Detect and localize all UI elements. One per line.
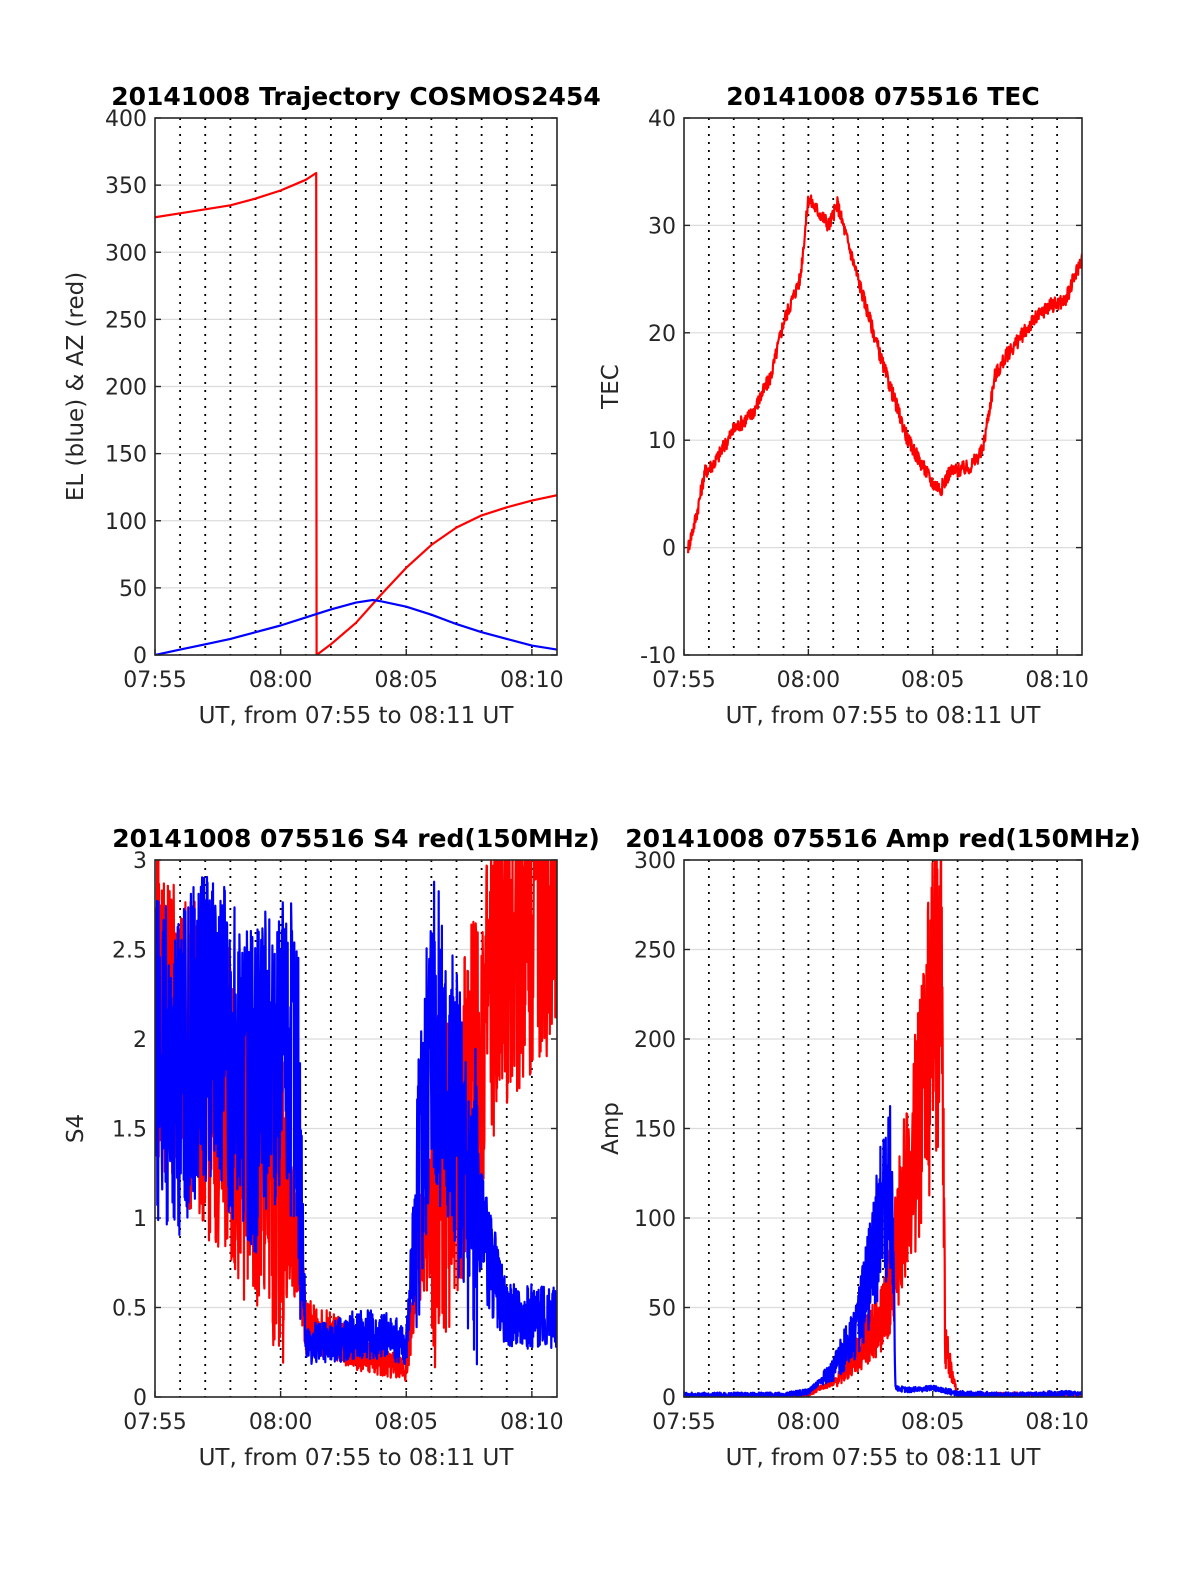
x-axis-label: UT, from 07:55 to 08:11 UT: [199, 1445, 515, 1471]
y-tick-label: 1: [133, 1207, 147, 1232]
y-tick-label: 150: [634, 1118, 676, 1143]
x-tick-label: 07:55: [652, 1410, 715, 1435]
x-tick-label: 08:05: [901, 1410, 964, 1435]
series-group: [155, 171, 557, 655]
y-tick-label: 400: [105, 107, 147, 132]
series-line-1: [155, 171, 557, 655]
x-axis-label: UT, from 07:55 to 08:11 UT: [726, 1445, 1042, 1471]
y-tick-label: 3: [133, 849, 147, 874]
y-tick-label: 0: [133, 644, 147, 669]
y-tick-label: 20: [648, 322, 676, 347]
x-tick-label: 08:00: [777, 668, 840, 693]
plot-frame: [154, 117, 558, 656]
chart-title: 20141008 075516 Amp red(150MHz): [625, 824, 1141, 853]
y-tick-label: 0: [662, 1386, 676, 1411]
x-tick-label: 07:55: [123, 668, 186, 693]
y-tick-label: 10: [648, 429, 676, 454]
x-axis-label: UT, from 07:55 to 08:11 UT: [199, 703, 515, 729]
y-tick-label: 2: [133, 1028, 147, 1053]
chart-title: 20141008 Trajectory COSMOS2454: [111, 82, 601, 111]
series-group: [687, 194, 1082, 554]
y-axis-label: TEC: [598, 364, 624, 410]
x-tick-label: 08:10: [500, 668, 563, 693]
y-axis-label: S4: [63, 1114, 89, 1143]
y-tick-label: 50: [119, 577, 147, 602]
y-tick-label: 40: [648, 107, 676, 132]
y-tick-label: 0: [662, 537, 676, 562]
x-axis-label: UT, from 07:55 to 08:11 UT: [726, 703, 1042, 729]
series-line-2: [684, 1105, 1082, 1397]
chart-panel-3: 0 0.5 1 1.5 2 2.5 3 07:55 08:00 08:05 08:10 2014100…: [63, 824, 600, 1471]
x-tick-label: 08:10: [1025, 668, 1088, 693]
y-tick-label: 0.5: [112, 1297, 147, 1322]
y-axis-label: EL (blue) & AZ (red): [63, 272, 89, 501]
x-tick-label: 08:10: [1025, 1410, 1088, 1435]
chart-panel-4: 0 50 100 150 200 250 300 07:55 08:00 08:05 08:10 20…: [598, 824, 1141, 1471]
x-tick-label: 08:05: [901, 668, 964, 693]
x-tick-label: 07:55: [652, 668, 715, 693]
y-tick-label: 100: [105, 510, 147, 535]
x-tick-label: 08:05: [375, 1410, 438, 1435]
series-line-2: [155, 875, 557, 1366]
series-line-2: [155, 598, 557, 655]
y-tick-label: 200: [634, 1028, 676, 1053]
y-tick-label: 100: [634, 1207, 676, 1232]
chart-title: 20141008 075516 TEC: [726, 82, 1039, 111]
chart-title: 20141008 075516 S4 red(150MHz): [112, 824, 600, 853]
y-tick-label: 2.5: [112, 939, 147, 964]
y-tick-label: 250: [105, 308, 147, 333]
x-tick-label: 08:00: [249, 1410, 312, 1435]
y-tick-label: 350: [105, 174, 147, 199]
series-group: [155, 860, 557, 1382]
y-axis-label: Amp: [598, 1102, 624, 1155]
y-tick-label: -10: [640, 644, 676, 669]
plot-frame: [154, 859, 558, 1398]
plot-frame: [683, 117, 1083, 656]
chart-panel-1: 0 50 100 150 200 250 300 350 400 07:55 08:00 08:05 0…: [63, 82, 601, 729]
x-tick-label: 08:00: [777, 1410, 840, 1435]
y-tick-label: 0: [133, 1386, 147, 1411]
y-tick-label: 150: [105, 443, 147, 468]
y-tick-label: 300: [105, 241, 147, 266]
plot-frame: [683, 859, 1083, 1398]
chart-panel-2: -10 0 10 20 30 40 07:55 08:00 08:05 08:10 20141008…: [598, 82, 1089, 729]
y-tick-label: 50: [648, 1297, 676, 1322]
x-tick-label: 08:10: [500, 1410, 563, 1435]
y-tick-label: 30: [648, 214, 676, 239]
x-tick-label: 08:00: [249, 668, 312, 693]
x-tick-label: 08:05: [375, 668, 438, 693]
y-tick-label: 200: [105, 376, 147, 401]
y-tick-label: 250: [634, 939, 676, 964]
series-line-1: [687, 194, 1082, 554]
x-tick-label: 07:55: [123, 1410, 186, 1435]
y-tick-label: 300: [634, 849, 676, 874]
y-tick-label: 1.5: [112, 1118, 147, 1143]
